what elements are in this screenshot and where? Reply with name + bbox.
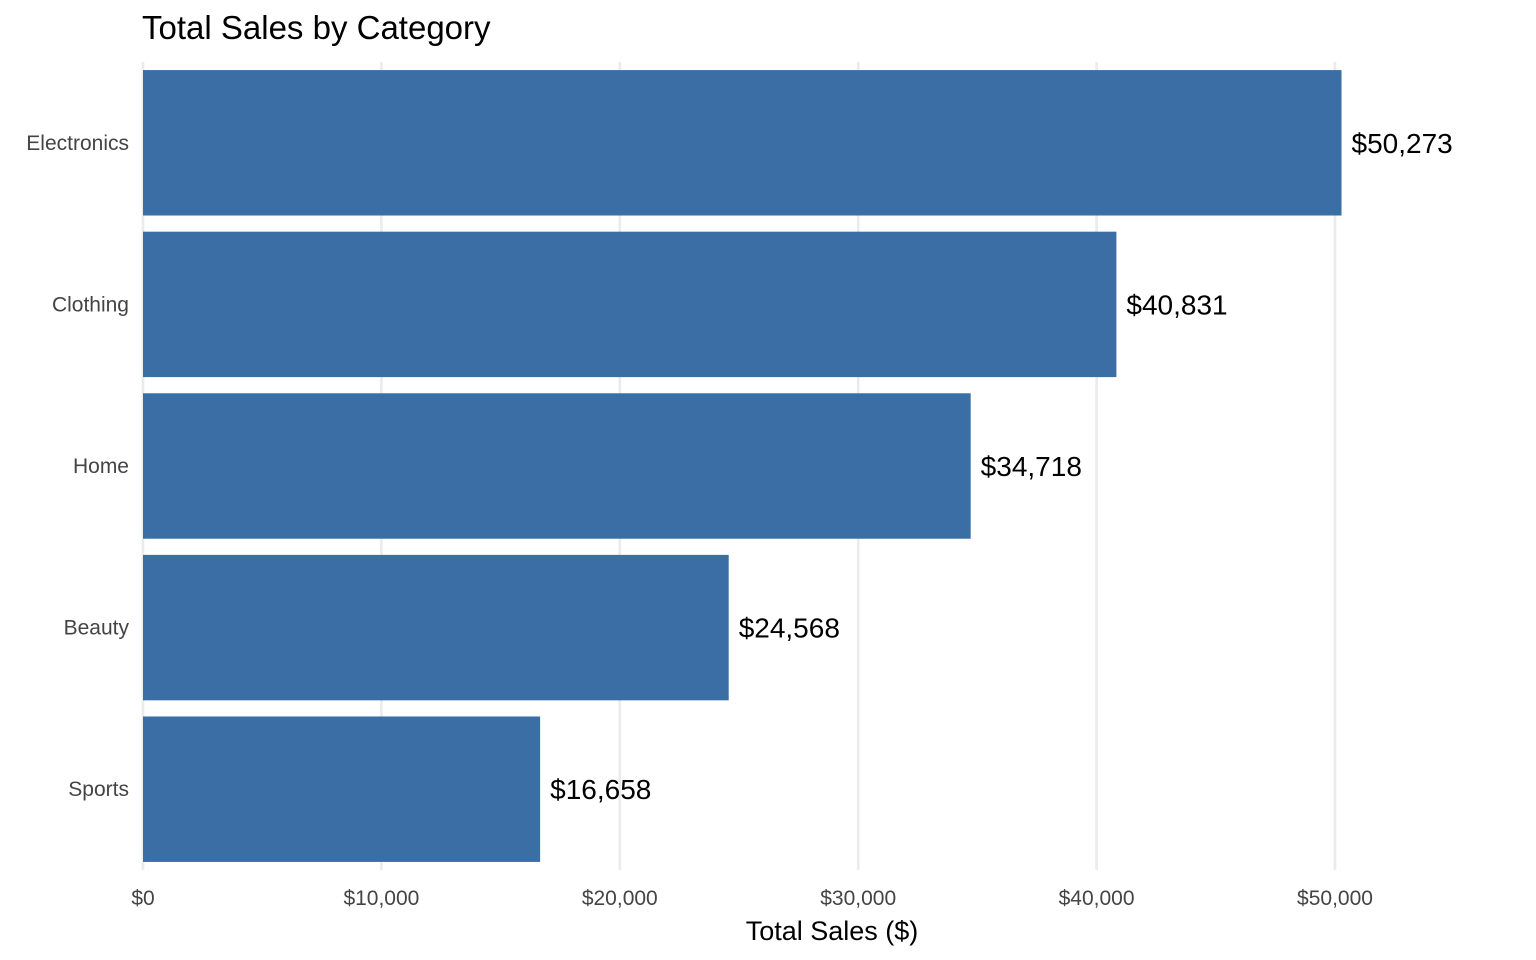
- x-tick-label: $0: [131, 887, 154, 910]
- bars: [143, 70, 1342, 862]
- category-label: Clothing: [52, 293, 129, 316]
- x-axis-title: Total Sales ($): [746, 916, 919, 946]
- bar-clothing: [143, 231, 1117, 378]
- value-label: $34,718: [981, 451, 1082, 482]
- x-tick-label: $10,000: [343, 887, 419, 910]
- x-tick-label: $20,000: [582, 887, 658, 910]
- value-label: $40,831: [1126, 289, 1227, 320]
- bar-beauty: [143, 554, 729, 701]
- chart-title: Total Sales by Category: [142, 9, 491, 46]
- value-label: $50,273: [1352, 128, 1453, 159]
- bar-sports: [143, 716, 541, 862]
- bar-home: [143, 393, 971, 539]
- category-label: Electronics: [26, 132, 129, 155]
- value-label: $16,658: [550, 774, 651, 805]
- category-label: Beauty: [64, 617, 130, 640]
- labels: $0 $10,000 $20,000 $30,000 $40,000 $50,000 Ele…: [26, 128, 1452, 910]
- bar-electronics: [143, 70, 1342, 216]
- category-label: Sports: [68, 778, 129, 801]
- x-tick-label: $30,000: [820, 887, 896, 910]
- x-tick-label: $50,000: [1297, 887, 1373, 910]
- x-tick-label: $40,000: [1059, 887, 1135, 910]
- category-label: Home: [73, 455, 129, 478]
- value-label: $24,568: [739, 613, 840, 644]
